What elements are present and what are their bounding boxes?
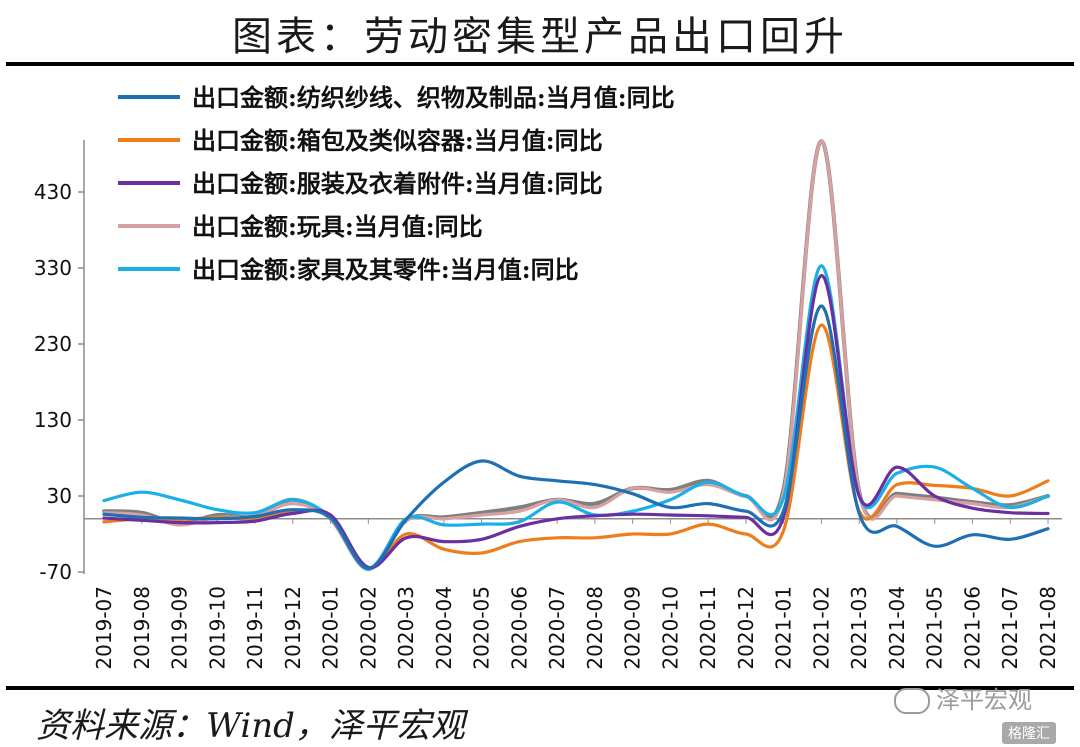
watermark: 泽平宏观 [894,680,1032,715]
x-tick-label: 2020-02 [356,586,380,670]
series-line-4 [102,139,1050,571]
x-tick-label: 2020-09 [621,586,645,670]
x-tick-label: 2021-02 [809,586,833,670]
x-tick-label: 2021-08 [1036,586,1060,670]
y-tick-label: 130 [34,408,72,432]
x-tick-label: 2019-08 [130,586,154,670]
y-tick-label: 230 [34,332,72,356]
x-tick-label: 2021-03 [847,586,871,670]
x-tick-label: 2020-06 [507,586,531,670]
wechat-icon [894,688,930,714]
x-tick-label: 2019-10 [205,586,229,670]
x-tick-label: 2020-03 [394,586,418,670]
chart-title: 图表：劳动密集型产品出口回升 [232,14,848,60]
x-tick-label: 2021-01 [772,586,796,670]
y-tick-label: 30 [47,484,72,508]
brand-badge: 格隆汇 [1002,722,1056,744]
series-line-2 [102,323,1050,570]
series-line-5 [102,264,1050,571]
legend-label-2: 出口金额:箱包及类似容器:当月值:同比 [192,126,603,155]
source-note: 资料来源：Wind，泽平宏观 [36,706,465,746]
x-tick-label: 2020-01 [319,586,343,670]
x-tick-label: 2019-12 [281,586,305,670]
series-line-1 [102,304,1050,570]
x-tick-label: 2020-07 [545,586,569,670]
x-tick-label: 2021-06 [960,586,984,670]
x-tick-label: 2019-07 [92,586,116,670]
y-tick-label: 330 [34,256,72,280]
x-tick-label: 2020-04 [432,586,456,670]
watermark-text: 泽平宏观 [936,686,1032,714]
x-tick-label: 2020-10 [658,586,682,670]
x-tick-label: 2019-11 [243,586,267,670]
x-tick-label: 2021-05 [923,586,947,670]
x-tick-label: 2019-09 [168,586,192,670]
legend-label-3: 出口金额:服装及衣着附件:当月值:同比 [192,169,603,198]
y-tick-label: 430 [34,180,72,204]
top-rule [6,62,1074,66]
legend-label-5: 出口金额:家具及其零件:当月值:同比 [192,255,579,284]
x-tick-label: 2020-05 [470,586,494,670]
x-tick-label: 2020-11 [696,586,720,670]
legend-label-1: 出口金额:纺织纱线、织物及制品:当月值:同比 [192,83,675,112]
x-tick-label: 2020-12 [734,586,758,670]
x-tick-label: 2020-08 [583,586,607,670]
series-line-3 [102,273,1050,570]
bottom-rule [6,686,1074,690]
y-tick-label: -70 [39,560,72,584]
legend-label-4: 出口金额:玩具:当月值:同比 [192,212,483,241]
chart-plot: -70 30 130 230 330 430 2019-07 2019-08 2019-09 20… [34,83,1062,670]
x-tick-label: 2021-04 [885,586,909,670]
x-tick-label: 2021-07 [998,586,1022,670]
